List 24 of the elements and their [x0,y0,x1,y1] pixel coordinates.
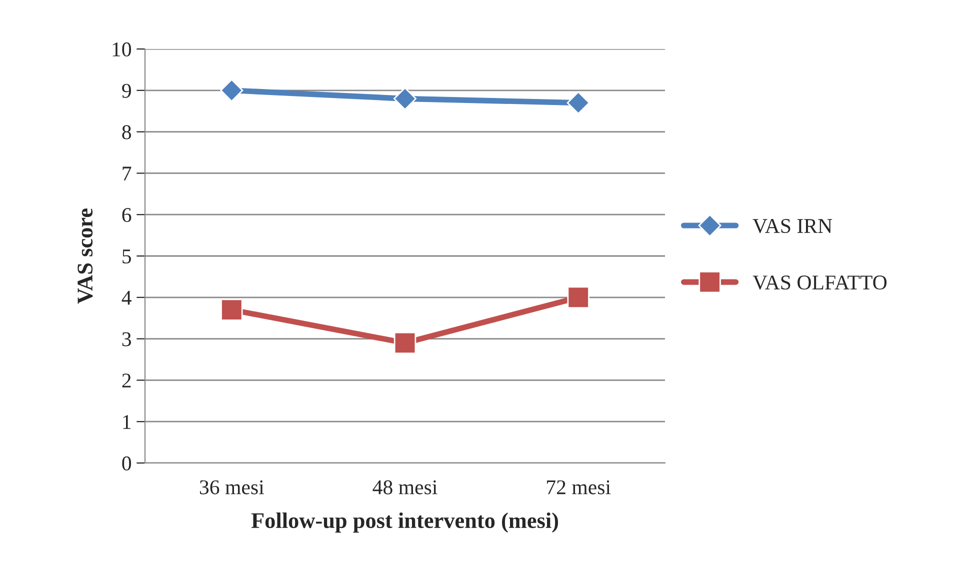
point [566,91,590,114]
legend-label: VAS IRN [752,219,832,234]
y-tick-label: 0 [122,456,132,470]
y-tick-label: 8 [122,125,132,140]
point [394,87,416,110]
y-tick-label: 7 [122,166,132,180]
point [567,286,590,309]
y-tick-label: 3 [122,332,131,346]
y-tick-label: 4 [122,290,132,305]
y-tick-label: 1 [123,415,131,429]
y-tick-label: 10 [112,42,132,56]
x-tick-label: 48 mesi [372,480,438,494]
legend-label: VAS OLFATTO [752,276,887,290]
y-tick-label: 2 [122,374,131,388]
point [220,298,243,321]
x-axis-title: Follow-up post intervento (mesi) [251,512,558,533]
x-tick-label: 36 mesi [200,480,264,494]
point [394,332,416,354]
x-tick-label: 72 mesi [547,480,611,494]
y-tick-label: 9 [122,84,131,98]
y-tick-label: 5 [122,250,131,264]
point [220,78,244,102]
y-axis-title: VAS score [78,208,93,304]
y-tick-label: 6 [122,208,132,222]
